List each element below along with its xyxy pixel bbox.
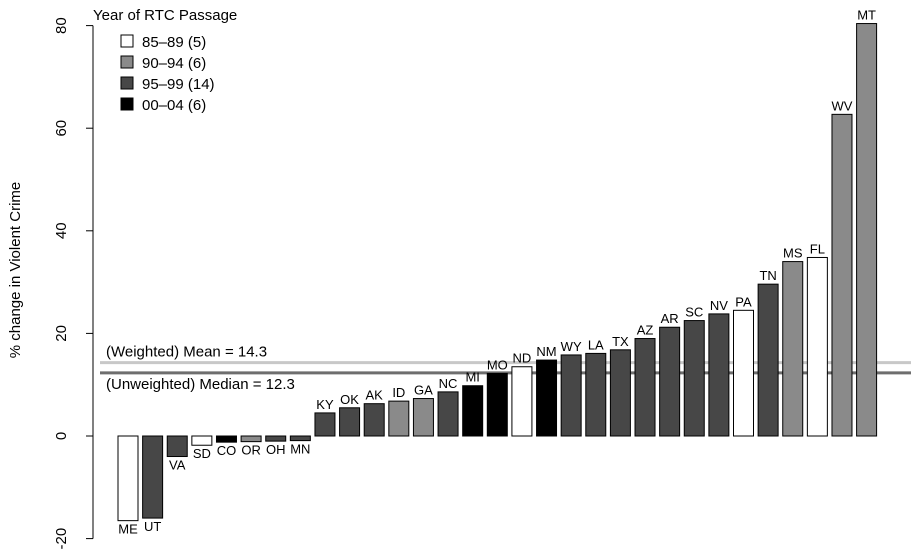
bar xyxy=(782,261,804,437)
bar-label: SC xyxy=(685,305,703,320)
bar-label: AZ xyxy=(637,323,654,338)
y-tick-label: -20 xyxy=(53,528,70,550)
legend-entry-label: 95–99 (14) xyxy=(142,76,215,93)
bar-label: VA xyxy=(169,458,186,473)
y-tick-label: 40 xyxy=(53,222,70,239)
reference-line-labels: (Weighted) Mean = 14.3 (Unweighted) Media… xyxy=(106,344,295,393)
bar-label: ID xyxy=(392,385,405,400)
bar xyxy=(215,435,237,443)
bar xyxy=(806,256,828,437)
bar-label: NC xyxy=(439,376,458,391)
y-axis-label: % change in Violent Crime xyxy=(7,182,24,358)
bar-label: MO xyxy=(487,357,508,372)
bar-label: OK xyxy=(340,392,359,407)
bar-label: PA xyxy=(735,294,752,309)
bar xyxy=(437,391,459,437)
y-tick-label: 60 xyxy=(53,120,70,137)
y-tick-label: 20 xyxy=(53,325,70,342)
bar-label: TX xyxy=(612,334,629,349)
bar xyxy=(831,113,853,437)
legend: Year of RTC Passage 85–89 (5) 90–94 (6) 95… xyxy=(93,7,237,114)
bar-label: OR xyxy=(241,443,261,458)
bar-label: UT xyxy=(144,519,161,534)
bar xyxy=(388,400,410,437)
bar-label: GA xyxy=(414,383,433,398)
bar xyxy=(856,23,878,437)
bar-label: MS xyxy=(783,246,803,261)
bar xyxy=(708,313,730,437)
legend-entry-label: 00–04 (6) xyxy=(142,97,206,114)
bar xyxy=(117,435,139,522)
bar xyxy=(659,326,681,437)
reference-line-label: (Unweighted) Median = 12.3 xyxy=(106,376,295,393)
bar xyxy=(289,435,311,442)
bar-label: WV xyxy=(832,98,853,113)
bar-label: NV xyxy=(710,298,728,313)
bar xyxy=(634,338,656,437)
y-tick-label: 80 xyxy=(53,17,70,34)
bar xyxy=(265,435,287,442)
bar-label: CO xyxy=(217,443,237,458)
bar xyxy=(683,320,705,437)
bar xyxy=(486,372,508,437)
bar xyxy=(757,283,779,437)
bar-label: MT xyxy=(857,8,876,23)
bar-label: TN xyxy=(759,268,776,283)
legend-swatch xyxy=(120,55,134,69)
bar-label: MI xyxy=(465,370,479,385)
bars xyxy=(117,23,878,522)
bar xyxy=(339,407,361,437)
bar xyxy=(412,398,434,437)
reference-line-label: (Weighted) Mean = 14.3 xyxy=(106,344,267,361)
bar-label: WY xyxy=(561,339,582,354)
bar-label: ND xyxy=(513,351,532,366)
bar xyxy=(536,359,558,437)
bar xyxy=(363,403,385,437)
bar-label: AK xyxy=(366,388,384,403)
bar-label: KY xyxy=(316,397,334,412)
bar xyxy=(462,385,484,437)
bar-label: AR xyxy=(661,311,679,326)
bar-label: LA xyxy=(588,337,604,352)
bar-label: ME xyxy=(118,522,138,537)
bar xyxy=(733,309,754,437)
bar-label: MN xyxy=(290,442,310,457)
bar xyxy=(166,435,188,458)
bar xyxy=(511,366,533,437)
bar-label: NM xyxy=(536,344,556,359)
y-axis: -20 0 20 40 60 80 xyxy=(53,17,94,550)
legend-title: Year of RTC Passage xyxy=(93,7,237,24)
y-tick-label: 0 xyxy=(53,432,70,440)
bar-labels: ME UT VA SD CO OR OH MN KY OK AK ID GA NC MI MO ND NM WY LA… xyxy=(118,8,876,537)
bar xyxy=(560,354,582,437)
bar xyxy=(585,352,607,437)
bar-label: OH xyxy=(266,442,286,457)
bar xyxy=(191,435,213,446)
legend-entry-label: 90–94 (6) xyxy=(142,55,206,72)
bar xyxy=(142,435,164,519)
bar xyxy=(240,435,262,443)
legend-entry-label: 85–89 (5) xyxy=(142,34,206,51)
bar xyxy=(609,349,631,437)
legend-swatch xyxy=(120,97,134,111)
bar-label: FL xyxy=(810,241,825,256)
bar xyxy=(314,412,336,437)
bar-label: SD xyxy=(193,446,211,461)
legend-swatch xyxy=(120,76,134,90)
legend-swatch xyxy=(120,34,134,48)
